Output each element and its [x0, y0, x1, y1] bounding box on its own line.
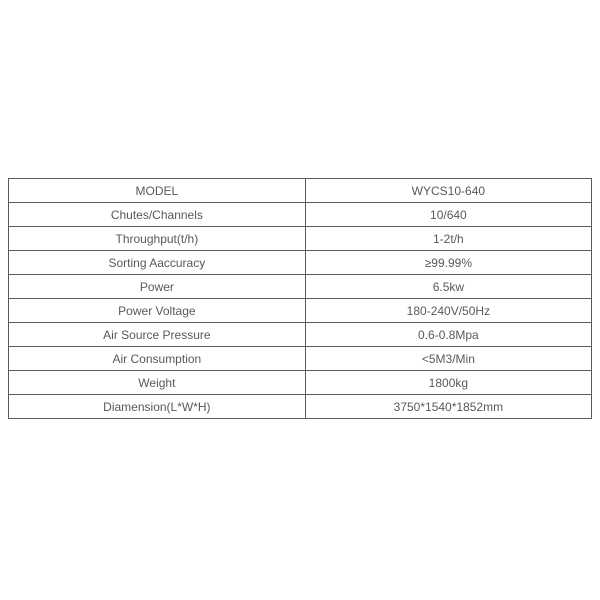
- table-row: MODEL WYCS10-640: [8, 178, 593, 203]
- table-row: Weight 1800kg: [8, 370, 593, 395]
- spec-label-cell: Throughput(t/h): [8, 226, 306, 251]
- spec-value-cell: ≥99.99%: [304, 250, 593, 275]
- spec-label-cell: Chutes/Channels: [8, 202, 306, 227]
- spec-label-cell: Air Consumption: [8, 346, 306, 371]
- spec-label-cell: Power: [8, 274, 306, 299]
- table-row: Throughput(t/h) 1-2t/h: [8, 226, 593, 251]
- table-row: Sorting Aaccuracy ≥99.99%: [8, 250, 593, 275]
- spec-label-cell: Air Source Pressure: [8, 322, 306, 347]
- spec-value-cell: WYCS10-640: [304, 178, 593, 203]
- spec-value-cell: 3750*1540*1852mm: [304, 394, 593, 419]
- spec-value-cell: 10/640: [304, 202, 593, 227]
- table-row: Air Consumption <5M3/Min: [8, 346, 593, 371]
- table-row: Power Voltage 180-240V/50Hz: [8, 298, 593, 323]
- spec-label-cell: Sorting Aaccuracy: [8, 250, 306, 275]
- spec-label-cell: Power Voltage: [8, 298, 306, 323]
- spec-value-cell: 180-240V/50Hz: [304, 298, 593, 323]
- spec-value-cell: 1-2t/h: [304, 226, 593, 251]
- spec-value-cell: <5M3/Min: [304, 346, 593, 371]
- table-row: Chutes/Channels 10/640: [8, 202, 593, 227]
- spec-label-cell: Weight: [8, 370, 306, 395]
- table-row: Air Source Pressure 0.6-0.8Mpa: [8, 322, 593, 347]
- spec-value-cell: 1800kg: [304, 370, 593, 395]
- spec-label-cell: Diamension(L*W*H): [8, 394, 306, 419]
- table-row: Diamension(L*W*H) 3750*1540*1852mm: [8, 394, 593, 419]
- specification-table: MODEL WYCS10-640 Chutes/Channels 10/640 …: [8, 178, 593, 419]
- spec-label-cell: MODEL: [8, 178, 306, 203]
- spec-table-body: MODEL WYCS10-640 Chutes/Channels 10/640 …: [8, 178, 593, 419]
- spec-value-cell: 0.6-0.8Mpa: [304, 322, 593, 347]
- table-row: Power 6.5kw: [8, 274, 593, 299]
- spec-value-cell: 6.5kw: [304, 274, 593, 299]
